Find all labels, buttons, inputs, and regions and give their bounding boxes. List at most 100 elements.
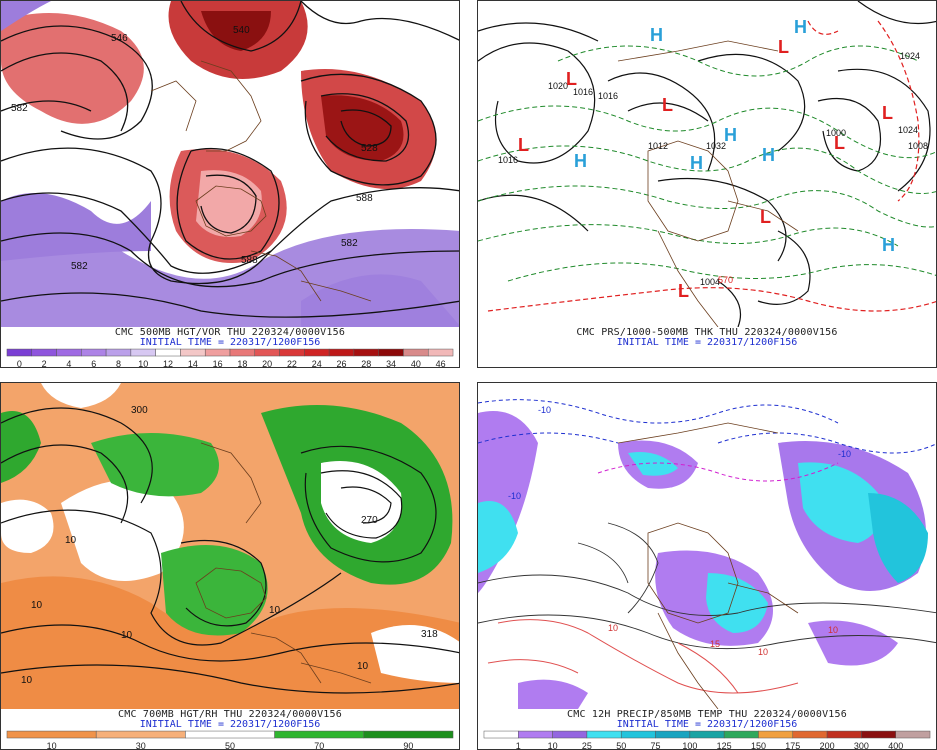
colorbar-swatch	[552, 730, 588, 739]
map-label: 10	[608, 623, 618, 633]
colorbar-swatch	[31, 348, 57, 357]
map-label: -10	[838, 449, 851, 459]
map-label: 1032	[706, 141, 726, 151]
panel-title: CMC PRS/1000-500MB THK THU 220324/0000V1…	[576, 327, 838, 338]
colorbar-label: 400	[888, 741, 903, 750]
map-label: 1016	[498, 155, 518, 165]
high-marker: H	[882, 235, 895, 255]
map-label: 570	[718, 275, 733, 285]
colorbar-label: 26	[337, 359, 347, 368]
map-label: 528	[361, 143, 378, 154]
colorbar-label: 16	[213, 359, 223, 368]
colorbar-swatch	[620, 730, 656, 739]
map-label: 1016	[573, 87, 593, 97]
map-label: 10	[65, 535, 77, 546]
map-label: 588	[241, 255, 258, 266]
colorbar-swatch	[81, 348, 107, 357]
colorbar-label: 25	[582, 741, 592, 750]
colorbar-swatch	[274, 730, 365, 739]
colorbar-swatch	[861, 730, 896, 739]
colorbar-label: 40	[411, 359, 421, 368]
colorbar-swatch	[427, 348, 454, 357]
colorbar-swatch	[304, 348, 330, 357]
map-label: 1008	[908, 141, 928, 151]
colorbar-swatch	[6, 348, 33, 357]
colorbar-swatches	[6, 730, 454, 739]
low-marker: L	[566, 69, 577, 89]
colorbar-label: 34	[386, 359, 396, 368]
colorbar-swatch	[518, 730, 553, 739]
low-marker: L	[662, 95, 673, 115]
colorbar-label: 46	[436, 359, 446, 368]
colorbar-swatch	[279, 348, 305, 357]
colorbar-swatch	[185, 730, 275, 739]
high-marker: H	[650, 25, 663, 45]
colorbar-swatch	[6, 730, 97, 739]
initial-time: INITIAL TIME = 220317/1200F156	[616, 719, 798, 730]
map-label: -10	[508, 491, 521, 501]
colorbar-swatches	[6, 348, 454, 357]
colorbar-label: 300	[854, 741, 869, 750]
map-label: 15	[710, 639, 720, 649]
colorbar-swatch	[895, 730, 931, 739]
panel-mslp-thickness: 1016 1016 1016 1012 1032 1024 1024 1000 …	[477, 0, 937, 368]
colorbar-label: 10	[47, 741, 57, 750]
panel-title: CMC 500MB HGT/VOR THU 220324/0000V156	[114, 327, 346, 338]
colorbar-label: 14	[188, 359, 198, 368]
colorbar-swatch	[105, 348, 132, 357]
map-label: -10	[538, 405, 551, 415]
colorbar-label: 125	[717, 741, 732, 750]
colorbar-swatch	[483, 730, 519, 739]
colorbar-label: 50	[225, 741, 235, 750]
colorbar-label: 75	[651, 741, 661, 750]
colorbar-swatch	[363, 730, 454, 739]
map-label: 1024	[898, 125, 918, 135]
map-label: 540	[233, 25, 250, 36]
map-label: 270	[361, 515, 378, 526]
map-label: 1024	[900, 51, 920, 61]
colorbar-swatch	[180, 348, 206, 357]
map-label: 10	[828, 625, 838, 635]
colorbar-swatch	[254, 348, 280, 357]
colorbar-label: 30	[136, 741, 146, 750]
colorbar-labels: 1 10 25 50 75 100 125 150 175 200 300 400	[516, 741, 903, 750]
colorbar-label: 150	[751, 741, 766, 750]
colorbar-labels: 0 2 4 6 8 10 12 14 16 18 20 22 24 26 28 34 40 46	[17, 359, 446, 368]
map-label: 582	[71, 261, 88, 272]
colorbar-label: 12	[163, 359, 173, 368]
colorbar-label: 8	[116, 359, 121, 368]
map-label: 588	[356, 193, 373, 204]
colorbar-label: 2	[42, 359, 47, 368]
colorbar-swatch	[130, 348, 156, 357]
colorbar-label: 28	[361, 359, 371, 368]
initial-time: INITIAL TIME = 220317/1200F156	[139, 337, 321, 348]
colorbar-label: 20	[262, 359, 272, 368]
map-label: 582	[341, 238, 358, 249]
panel-700mb-hgt-rh: 300 10 10 10 270 318 10 10 10 CMC 700MB …	[0, 382, 460, 750]
map-label: 300	[131, 405, 148, 416]
low-marker: L	[882, 103, 893, 123]
colorbar-label: 0	[17, 359, 22, 368]
colorbar-swatch	[655, 730, 691, 739]
colorbar-swatch	[378, 348, 404, 357]
panel-title: CMC 12H PRECIP/850MB TEMP THU 220324/000…	[567, 709, 847, 720]
map-precip-temp: -10 -10 -10 10 10 10 15	[478, 383, 936, 709]
colorbar-label: 22	[287, 359, 297, 368]
colorbar: 0 2 4 6 8 10 12 14 16 18 20 22 24 26 28 34 40 46	[6, 348, 454, 368]
map-label: 10	[758, 647, 768, 657]
colorbar-label: 18	[237, 359, 247, 368]
map-label: 1020	[548, 81, 568, 91]
low-marker: L	[778, 37, 789, 57]
map-label: 10	[269, 605, 281, 616]
colorbar-swatch	[723, 730, 759, 739]
colorbar-swatch	[403, 348, 429, 357]
colorbar-swatch	[204, 348, 231, 357]
colorbar: 10 30 50 70 90	[6, 730, 454, 750]
colorbar-label: 175	[785, 741, 800, 750]
colorbar-swatch	[229, 348, 256, 357]
colorbar-label: 24	[312, 359, 322, 368]
colorbar-swatch	[353, 348, 379, 357]
high-marker: H	[724, 125, 737, 145]
colorbar-label: 70	[314, 741, 324, 750]
colorbar-swatch	[56, 348, 82, 357]
